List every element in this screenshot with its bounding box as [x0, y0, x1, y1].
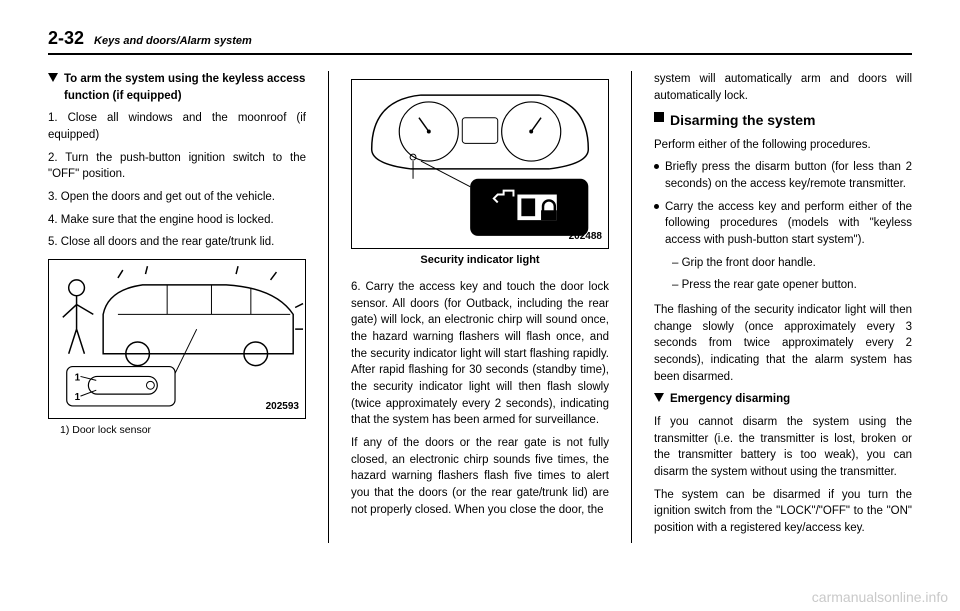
car-illustration: 1 1: [49, 260, 305, 418]
bullet-icon: [654, 164, 659, 169]
paragraph: The system can be disarmed if you turn t…: [654, 487, 912, 537]
paragraph: If any of the doors or the rear gate is …: [351, 435, 609, 518]
figure-number: 202593: [266, 400, 299, 415]
step-3: 3. Open the doors and get out of the veh…: [48, 189, 306, 206]
paragraph: Perform either of the following procedur…: [654, 137, 912, 154]
section-path: Keys and doors/Alarm system: [94, 35, 252, 47]
column-3: system will automatically arm and doors …: [654, 71, 912, 543]
subheading: Emergency disarming: [654, 391, 912, 408]
figure-caption: 1) Door lock sensor: [60, 423, 306, 438]
subhead-text: To arm the system using the keyless acce…: [64, 71, 306, 104]
manual-page: 2-32 Keys and doors/Alarm system To arm …: [0, 0, 960, 611]
figure-security-light: 202488: [351, 79, 609, 249]
bullet-text: Briefly press the disarm button (for les…: [665, 159, 912, 192]
content-columns: To arm the system using the keyless acce…: [48, 71, 912, 543]
sub-bullet: – Press the rear gate opener button.: [672, 277, 912, 294]
bullet-icon: [654, 204, 659, 209]
svg-text:1: 1: [75, 392, 81, 403]
svg-text:1: 1: [75, 372, 81, 383]
subhead-text: Emergency disarming: [670, 391, 790, 408]
paragraph-continuation: system will automatically arm and doors …: [654, 71, 912, 104]
paragraph: The flashing of the security indicator l…: [654, 302, 912, 385]
triangle-icon: [654, 393, 664, 402]
column-2: 202488 Security indicator light 6. Carry…: [351, 71, 609, 543]
step-5: 5. Close all doors and the rear gate/tru…: [48, 234, 306, 251]
figure-door-lock: 1 1 202593: [48, 259, 306, 419]
page-number: 2-32: [48, 28, 84, 49]
triangle-icon: [48, 73, 58, 82]
step-6: 6. Carry the access key and touch the do…: [351, 279, 609, 429]
column-divider: [328, 71, 329, 543]
bullet-item: Briefly press the disarm button (for les…: [654, 159, 912, 192]
watermark: carmanualsonline.info: [812, 589, 948, 605]
section-heading: Disarming the system: [654, 110, 912, 130]
step-2: 2. Turn the push-button ignition switch …: [48, 150, 306, 183]
paragraph: If you cannot disarm the system using th…: [654, 414, 912, 481]
figure-caption: Security indicator light: [351, 253, 609, 269]
column-1: To arm the system using the keyless acce…: [48, 71, 306, 543]
dashboard-illustration: [352, 80, 608, 248]
page-header: 2-32 Keys and doors/Alarm system: [48, 28, 912, 55]
section-title: Disarming the system: [670, 110, 816, 130]
column-divider: [631, 71, 632, 543]
square-icon: [654, 112, 664, 122]
step-1: 1. Close all windows and the moonroof (i…: [48, 110, 306, 143]
sub-bullet: – Grip the front door handle.: [672, 255, 912, 272]
bullet-text: Carry the access key and perform either …: [665, 199, 912, 249]
step-4: 4. Make sure that the engine hood is loc…: [48, 212, 306, 229]
bullet-item: Carry the access key and perform either …: [654, 199, 912, 249]
figure-number: 202488: [569, 230, 602, 245]
subheading: To arm the system using the keyless acce…: [48, 71, 306, 104]
